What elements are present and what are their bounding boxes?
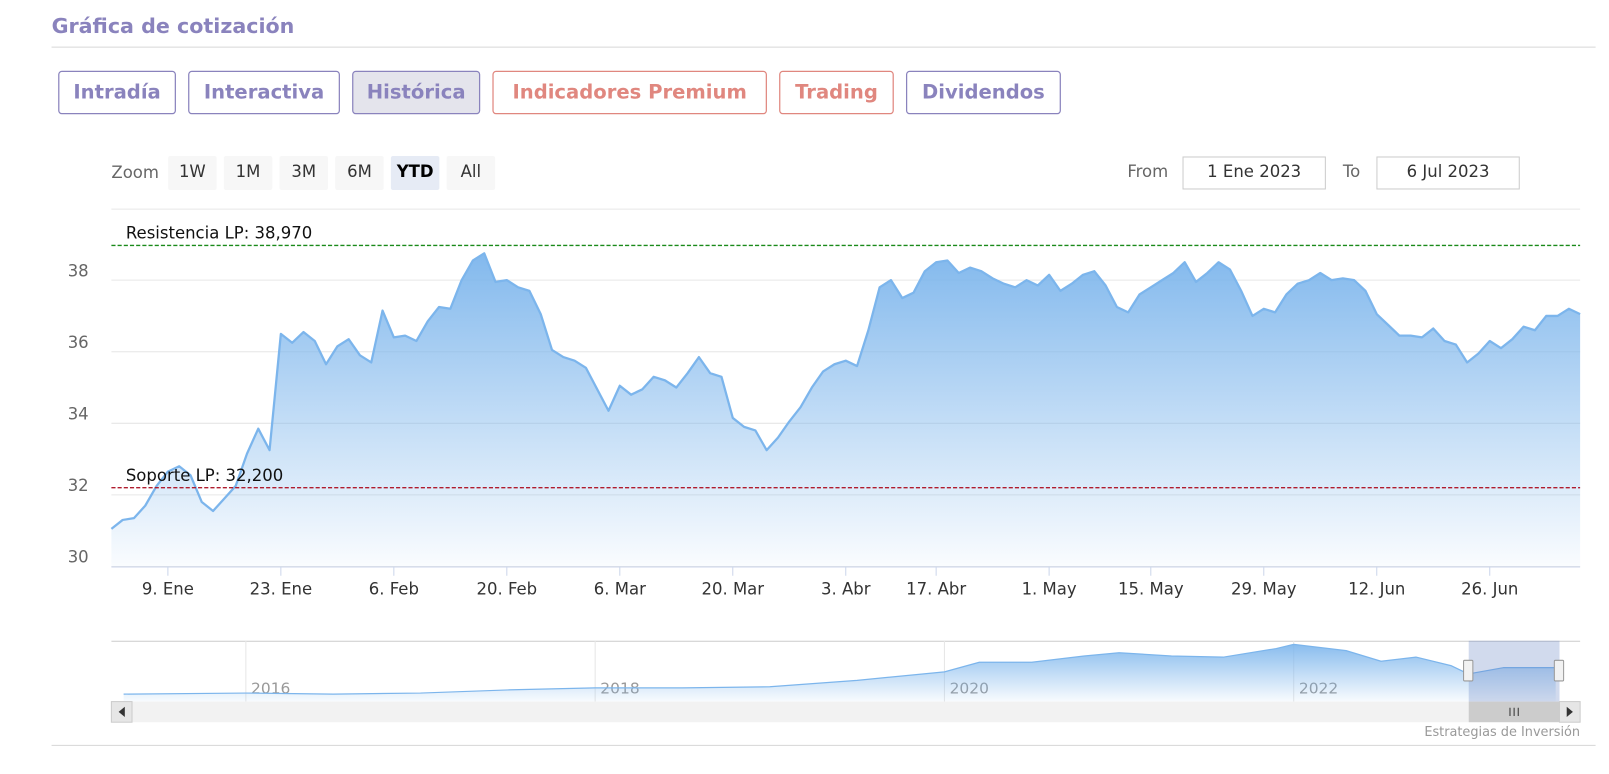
y-tick-label: 38: [68, 261, 89, 280]
zoom-button[interactable]: 1M: [223, 155, 273, 191]
zoom-button-label: 1W: [179, 162, 206, 181]
tab-label: Interactiva: [204, 81, 324, 104]
x-tick-label: 12. Jun: [1348, 580, 1405, 599]
scrollbar-track[interactable]: [111, 701, 1581, 723]
x-tick-label: 26. Jun: [1461, 580, 1518, 599]
x-tick-label: 23. Ene: [250, 580, 313, 599]
arrow-icon: [118, 706, 125, 718]
zoom-label: Zoom: [111, 163, 159, 182]
to-label: To: [1342, 162, 1360, 181]
tab[interactable]: Interactiva: [188, 70, 340, 115]
to-value: 6 Jul 2023: [1407, 162, 1490, 181]
zoom-button-label: All: [461, 162, 481, 181]
y-tick-label: 34: [68, 405, 89, 424]
tab-label: Intradía: [73, 81, 160, 104]
tab[interactable]: Trading: [779, 70, 894, 115]
x-tick-label: 17. Abr: [906, 580, 966, 599]
area-fill: [123, 644, 1556, 702]
x-tick-label: 3. Abr: [821, 580, 871, 599]
from-label: From: [1127, 162, 1168, 181]
price-line: [123, 643, 1556, 695]
scrollbar-grip: [1509, 707, 1519, 717]
credits: Estrategias de Inversión: [1424, 725, 1580, 740]
plot-line-label: Resistencia LP: 38,970: [126, 224, 312, 243]
tab[interactable]: Dividendos: [905, 70, 1061, 115]
tab-label: Trading: [795, 81, 878, 104]
tab[interactable]: Histórica: [352, 70, 481, 115]
x-tick-label: 29. May: [1231, 580, 1297, 599]
tab[interactable]: Indicadores Premium: [492, 70, 767, 115]
zoom-button-label: 3M: [291, 162, 316, 181]
area-fill: [111, 253, 1581, 567]
x-tick-label: 15. May: [1118, 580, 1184, 599]
x-tick-label: 9. Ene: [142, 580, 194, 599]
zoom-button[interactable]: 6M: [335, 155, 384, 191]
y-tick-label: 30: [68, 548, 89, 567]
navigator-chart: 2016201820202022: [123, 640, 1556, 702]
x-tick-label: 6. Mar: [594, 580, 646, 599]
zoom-button[interactable]: All: [446, 155, 496, 191]
x-tick-label: 20. Feb: [476, 580, 537, 599]
price-chart: 30 32 34 36 38 9. Ene 23. Ene 6. Feb 20. Feb 6. M…: [68, 224, 1581, 599]
zoom-button[interactable]: 1W: [168, 155, 217, 191]
tab-label: Histórica: [367, 81, 466, 104]
to-input[interactable]: 6 Jul 2023: [1376, 156, 1520, 190]
tab[interactable]: Intradía: [58, 70, 176, 115]
from-input[interactable]: 1 Ene 2023: [1182, 156, 1326, 190]
y-tick-label: 32: [68, 476, 89, 495]
zoom-button[interactable]: 3M: [279, 155, 328, 191]
arrow-icon: [1566, 706, 1573, 718]
y-tick-label: 36: [68, 333, 89, 352]
page-title: Gráfica de cotización: [52, 14, 295, 38]
zoom-button[interactable]: YTD: [390, 155, 440, 191]
plot-line-label: Soporte LP: 32,200: [126, 466, 283, 485]
navigator-handle[interactable]: [1553, 659, 1565, 682]
navigator-selection[interactable]: [1468, 640, 1560, 702]
from-value: 1 Ene 2023: [1207, 162, 1301, 181]
tab-label: Indicadores Premium: [512, 81, 746, 104]
x-tick-label: 20. Mar: [701, 580, 764, 599]
zoom-button-label: 1M: [236, 162, 261, 181]
x-tick-label: 1. May: [1022, 580, 1077, 599]
zoom-button-label: YTD: [396, 162, 434, 181]
tab-label: Dividendos: [922, 81, 1045, 104]
navigator-handle[interactable]: [1463, 659, 1474, 682]
zoom-button-label: 6M: [347, 162, 372, 181]
x-tick-label: 6. Feb: [369, 580, 419, 599]
price-line: [110, 252, 1581, 530]
